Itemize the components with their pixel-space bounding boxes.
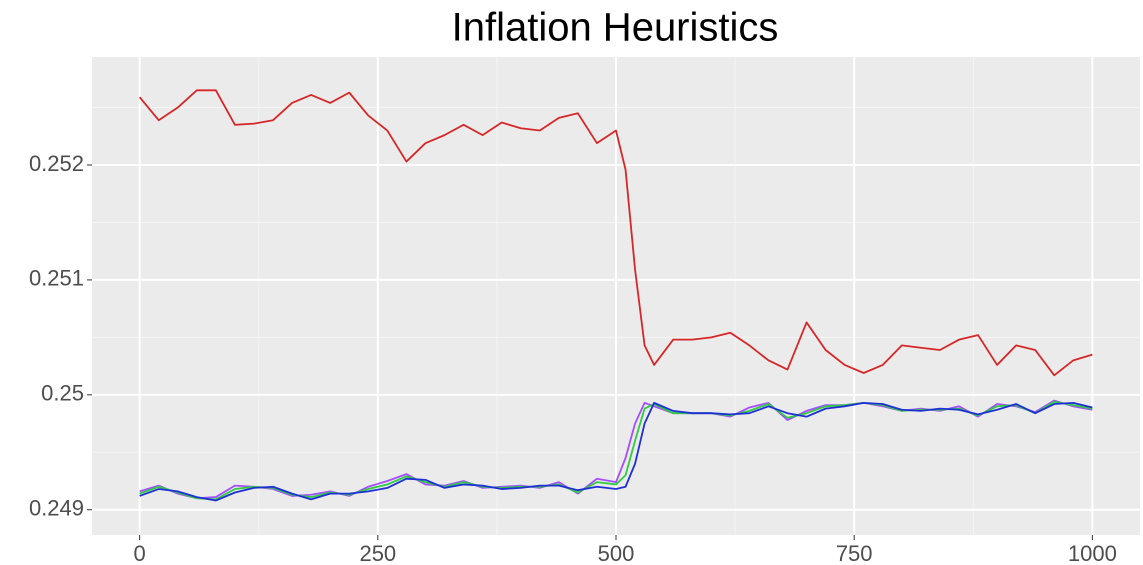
x-tick-label: 750	[836, 541, 873, 565]
chart-title: Inflation Heuristics	[452, 6, 779, 50]
y-tick-label: 0.252	[29, 151, 84, 176]
x-tick-label: 500	[598, 541, 635, 565]
y-tick-label: 0.25	[41, 381, 84, 406]
x-tick-label: 0	[134, 541, 146, 565]
y-tick-label: 0.251	[29, 266, 84, 291]
x-tick-label: 250	[359, 541, 396, 565]
series-line	[139, 401, 1093, 502]
x-tick-label: 1000	[1068, 541, 1117, 565]
series-line	[138, 89, 1093, 377]
y-tick-label: 0.249	[29, 496, 84, 521]
